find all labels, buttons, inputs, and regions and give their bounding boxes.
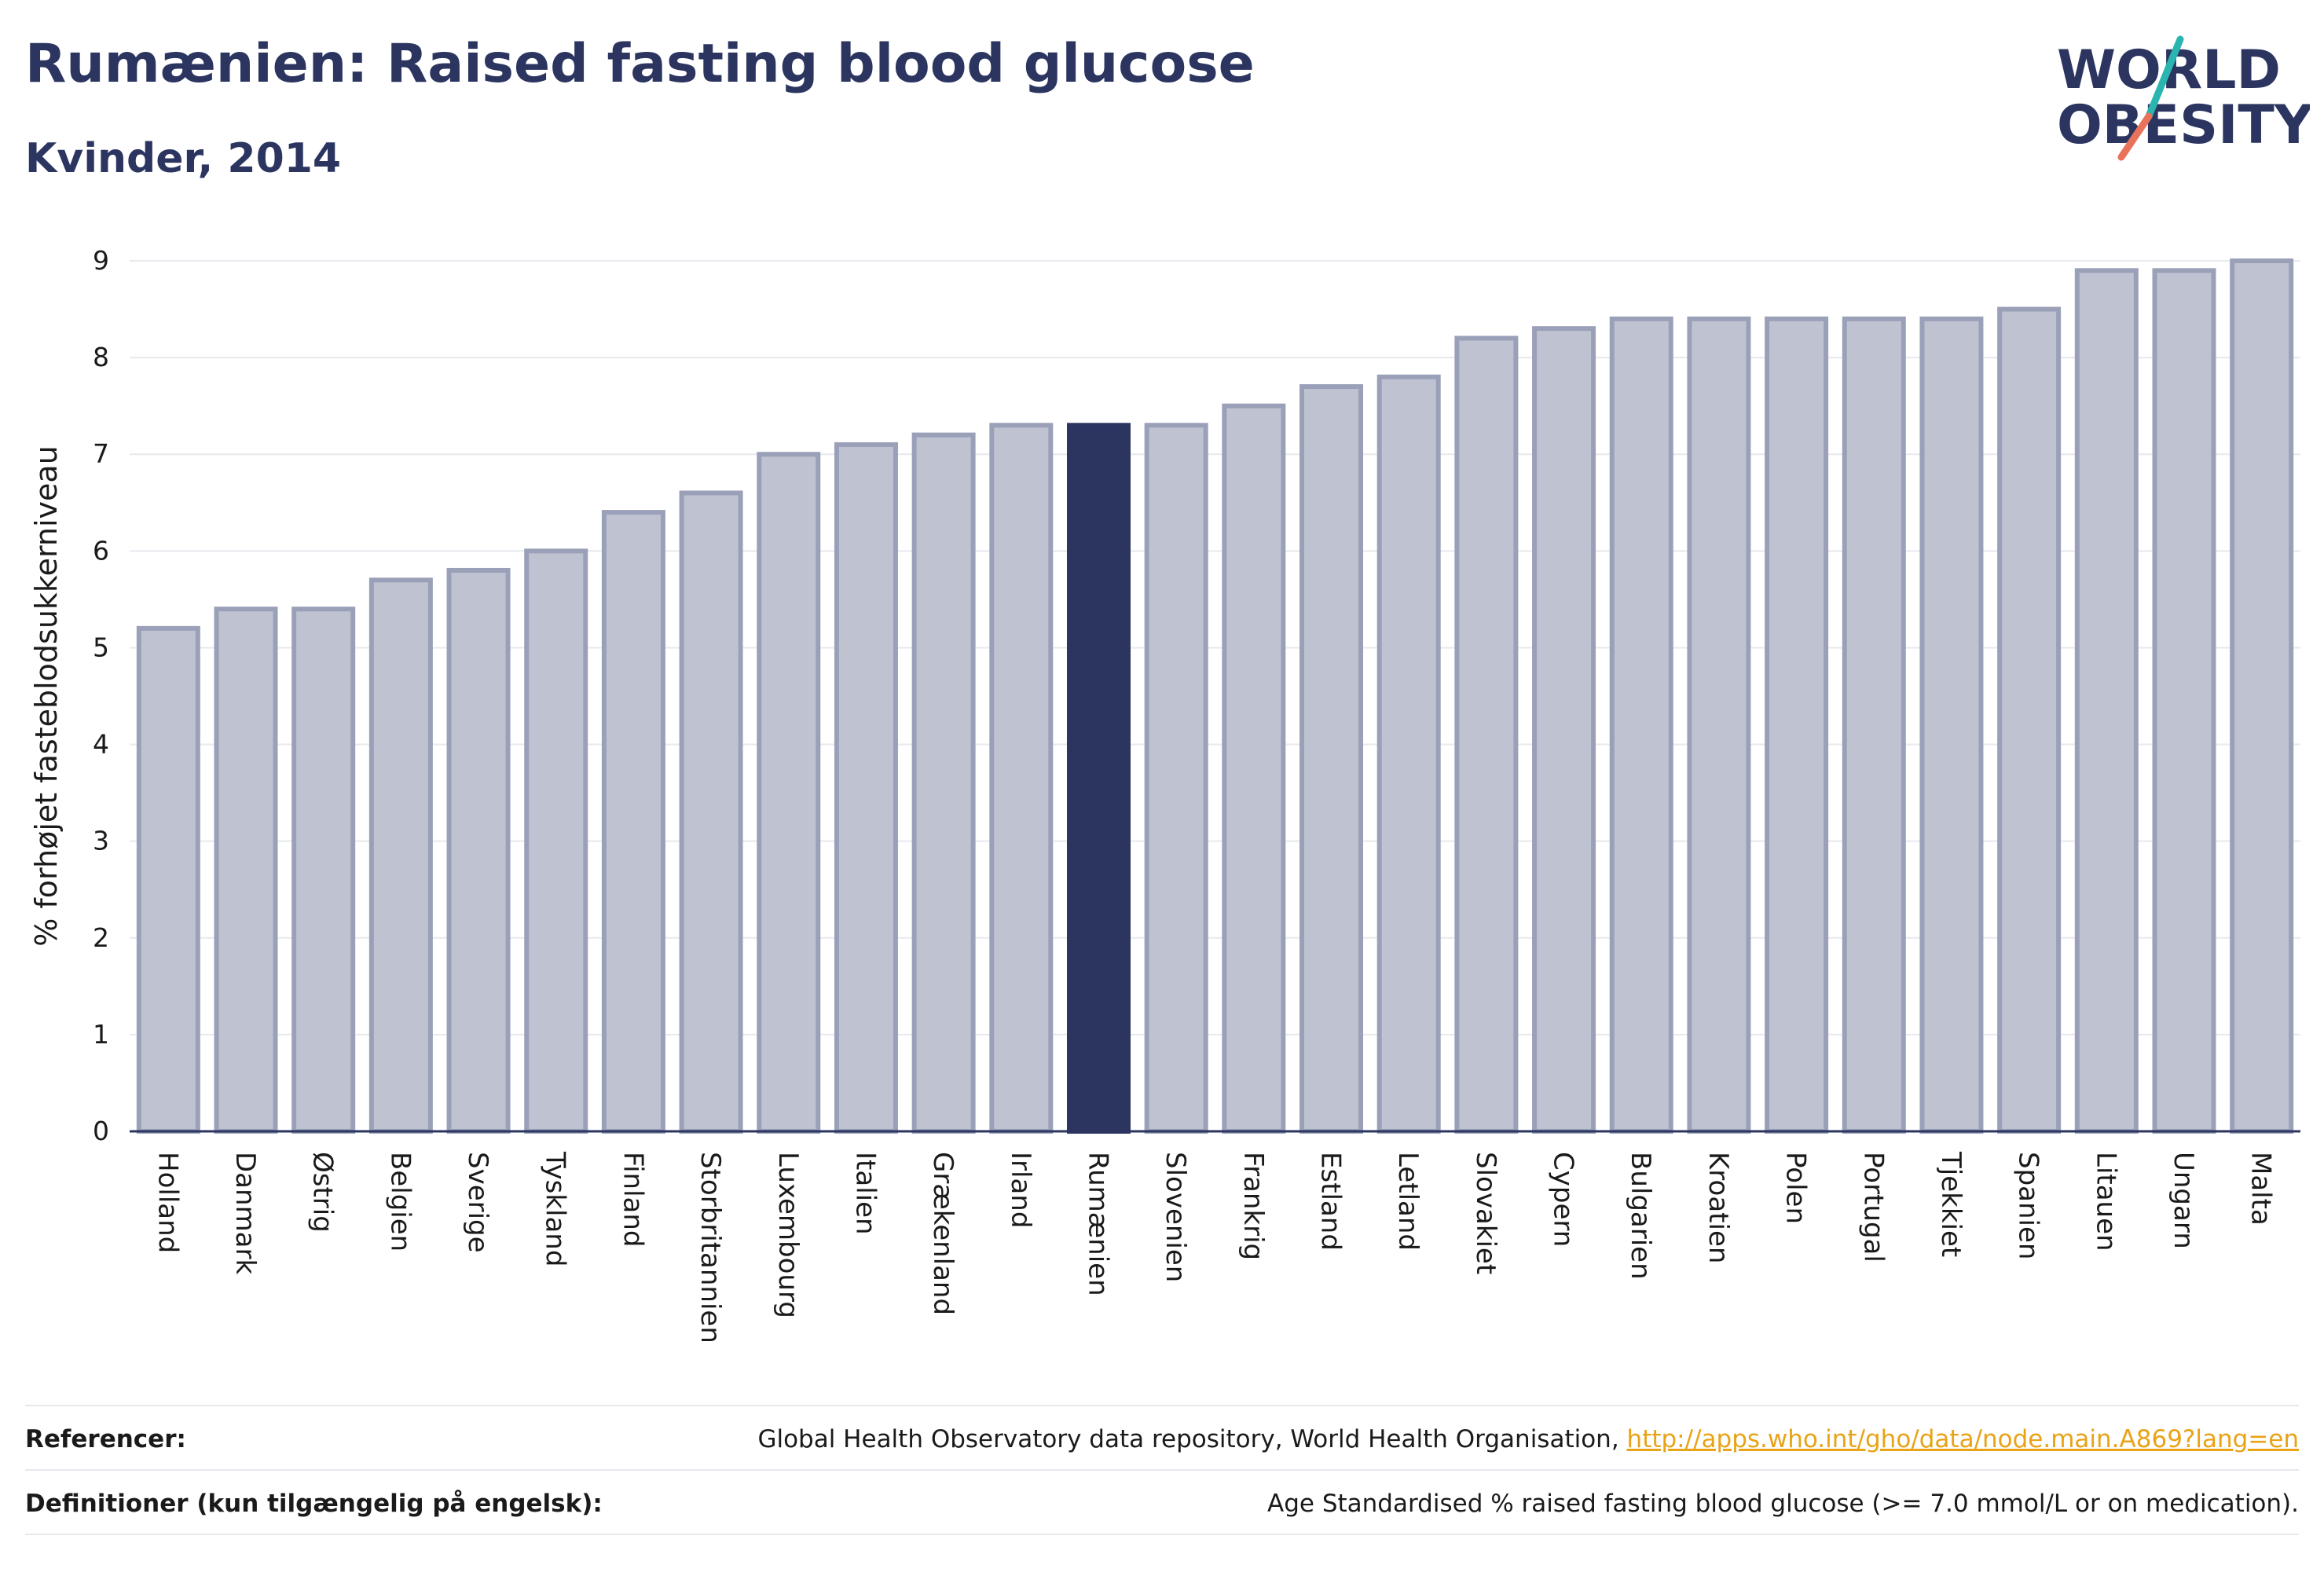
bar <box>1222 403 1286 1134</box>
bar <box>601 510 665 1134</box>
page-subtitle: Kvinder, 2014 <box>25 135 342 182</box>
x-tick-label: Tyskland <box>540 1151 571 1266</box>
footer-divider-middle <box>25 1469 2299 1471</box>
bar <box>524 548 588 1134</box>
world-obesity-logo: WORLD OBESITY <box>2057 35 2310 161</box>
bar <box>368 577 433 1134</box>
x-tick-label: Irland <box>1005 1152 1036 1228</box>
footer: Referencer: Global Health Observatory da… <box>25 1405 2299 1538</box>
definitions-row: Definitioner (kun tilgængelig på engelsk… <box>25 1480 2299 1527</box>
footer-divider-top <box>25 1405 2299 1406</box>
y-tick-label: 8 <box>93 342 109 372</box>
bar <box>1765 316 1829 1134</box>
references-link[interactable]: http://apps.who.int/gho/data/node.main.A… <box>1626 1425 2299 1453</box>
y-tick-label: 6 <box>93 535 109 566</box>
bar <box>1144 423 1208 1134</box>
bar <box>1919 316 1984 1134</box>
bar <box>291 607 356 1134</box>
bar <box>757 452 821 1134</box>
bar <box>1299 384 1364 1134</box>
references-label: Referencer: <box>25 1425 186 1453</box>
y-tick-label: 2 <box>93 922 109 953</box>
x-tick-label: Rumænien <box>1082 1152 1113 1296</box>
y-tick-label: 1 <box>93 1019 109 1050</box>
x-tick-label: Slovakiet <box>1470 1152 1501 1274</box>
logo-line2: OBESITY <box>2057 94 2310 156</box>
references-row: Referencer: Global Health Observatory da… <box>25 1416 2299 1463</box>
bar <box>446 567 511 1134</box>
x-tick-label: Italien <box>849 1152 881 1235</box>
x-tick-label: Malta <box>2245 1152 2277 1226</box>
x-tick-label: Frankrig <box>1237 1152 1269 1260</box>
bar <box>1066 423 1131 1134</box>
x-tick-label: Letland <box>1392 1152 1424 1251</box>
bar <box>1842 316 1906 1134</box>
bar <box>1687 316 1751 1134</box>
bar <box>989 423 1054 1134</box>
logo-slash-coral <box>2117 112 2153 161</box>
y-tick-label: 3 <box>93 826 109 856</box>
x-tick-label: Polen <box>1780 1152 1812 1224</box>
x-tick-label: Finland <box>617 1152 648 1248</box>
bar <box>214 607 278 1134</box>
references-value: Global Health Observatory data repositor… <box>757 1425 2299 1453</box>
x-tick-label: Danmark <box>229 1152 261 1274</box>
bar <box>2152 268 2216 1134</box>
logo-slash-teal <box>2145 35 2184 120</box>
bar <box>1997 306 2062 1134</box>
x-tick-label: Estland <box>1315 1152 1347 1251</box>
definitions-label: Definitioner (kun tilgængelig på engelsk… <box>25 1490 603 1518</box>
references-text: Global Health Observatory data repositor… <box>757 1425 1627 1453</box>
x-tick-label: Sverige <box>462 1152 493 1253</box>
bar <box>1454 335 1519 1134</box>
y-tick-label: 7 <box>93 438 109 469</box>
x-tick-label: Spanien <box>2013 1152 2044 1259</box>
x-tick-label: Storbritannien <box>695 1152 726 1343</box>
page-title: Rumænien: Raised fasting blood glucose <box>25 33 1255 95</box>
bar <box>1532 326 1596 1134</box>
bar <box>2074 268 2139 1134</box>
x-tick-label: Belgien <box>384 1152 416 1252</box>
y-tick-label: 0 <box>93 1116 109 1146</box>
bar <box>679 490 743 1134</box>
x-tick-label: Tjekkiet <box>1935 1151 1967 1257</box>
footer-divider-bottom <box>25 1534 2299 1535</box>
x-tick-label: Holland <box>152 1152 183 1253</box>
x-tick-label: Ungarn <box>2168 1152 2199 1249</box>
x-tick-label: Østrig <box>307 1152 339 1233</box>
bar <box>911 432 976 1134</box>
x-tick-label: Grækenland <box>927 1152 959 1315</box>
x-tick-label: Slovenien <box>1160 1152 1191 1282</box>
bar <box>2230 258 2294 1134</box>
y-tick-label: 9 <box>93 245 109 276</box>
x-tick-label: Cypern <box>1548 1152 1579 1247</box>
y-tick-label: 4 <box>93 729 109 760</box>
bar-chart: 0 1 2 3 4 5 6 7 8 9 % forhøjet fasteblodsukkernive… <box>29 245 2300 1343</box>
y-tick-label: 5 <box>93 632 109 662</box>
bar <box>136 625 200 1134</box>
x-tick-label: Bulgarien <box>1625 1152 1656 1280</box>
bar <box>1609 316 1673 1134</box>
definitions-text: Age Standardised % raised fasting blood … <box>1267 1490 2299 1518</box>
x-tick-label: Portugal <box>1857 1152 1889 1263</box>
bar <box>834 442 898 1134</box>
x-tick-label: Luxembourg <box>772 1152 804 1318</box>
y-axis-title: % forhøjet fasteblodsukkerniveau <box>29 445 64 947</box>
x-tick-label: Litauen <box>2090 1152 2121 1252</box>
bar <box>1376 374 1441 1134</box>
x-tick-label: Kroatien <box>1703 1152 1734 1263</box>
